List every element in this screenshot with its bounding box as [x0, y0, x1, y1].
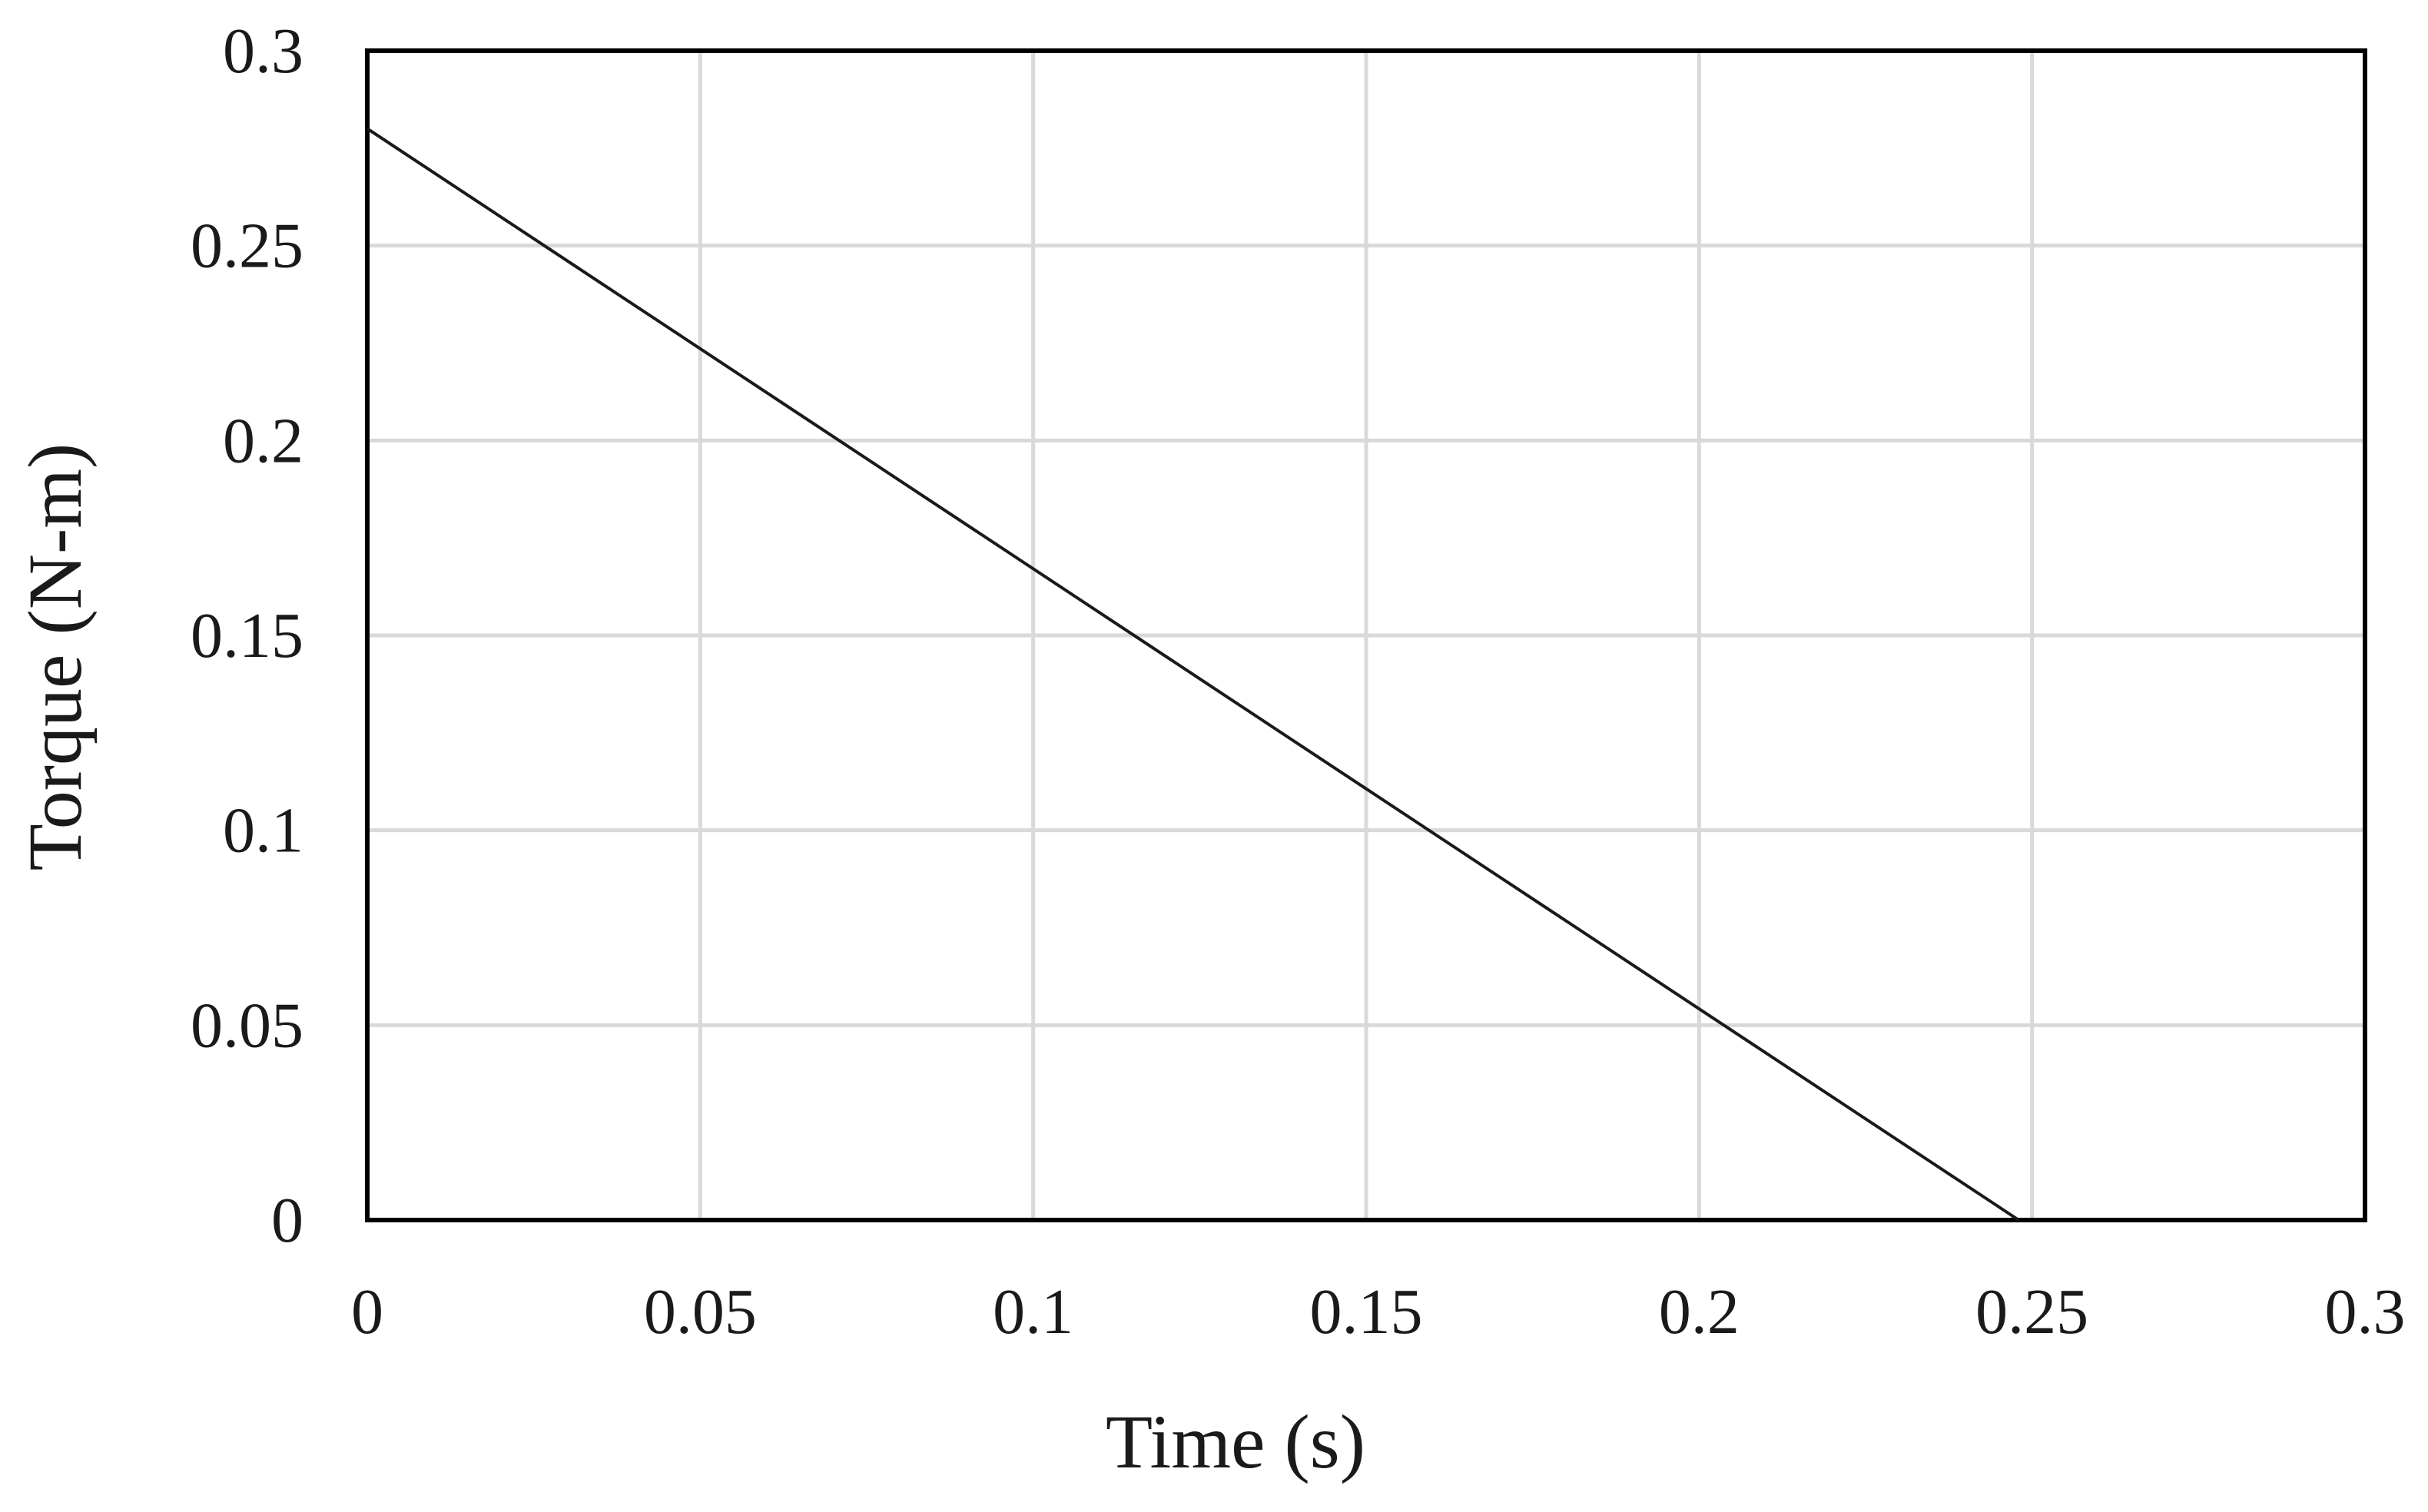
grid-lines: [367, 51, 2365, 1220]
y-axis-tick-labels: 0 0.05 0.1 0.15 0.2 0.25 0.3: [191, 15, 304, 1256]
x-tick-label: 0.15: [1310, 1276, 1423, 1348]
y-tick-label: 0.3: [223, 15, 304, 87]
y-tick-label: 0.2: [223, 405, 304, 476]
x-tick-label: 0.25: [1975, 1276, 2088, 1348]
x-axis-tick-labels: 0 0.05 0.1 0.15 0.2 0.25 0.3: [351, 1276, 2406, 1348]
x-tick-label: 0.3: [2325, 1276, 2406, 1348]
y-tick-label: 0.15: [191, 600, 304, 671]
series-line-0: [366, 127, 2020, 1222]
y-tick-label: 0.05: [191, 990, 304, 1061]
x-tick-label: 0.2: [1659, 1276, 1740, 1348]
y-tick-label: 0: [271, 1185, 304, 1256]
y-axis-title: Torque (N-m): [12, 443, 98, 871]
y-tick-label: 0.25: [191, 211, 304, 282]
x-tick-label: 0: [351, 1276, 383, 1348]
y-tick-label: 0.1: [223, 795, 304, 867]
x-tick-label: 0.05: [644, 1276, 757, 1348]
plot-area-frame: [365, 48, 2367, 1222]
x-axis-title: Time (s): [1106, 1399, 1365, 1484]
x-tick-label: 0.1: [993, 1276, 1073, 1348]
series-layer: [366, 127, 2020, 1222]
